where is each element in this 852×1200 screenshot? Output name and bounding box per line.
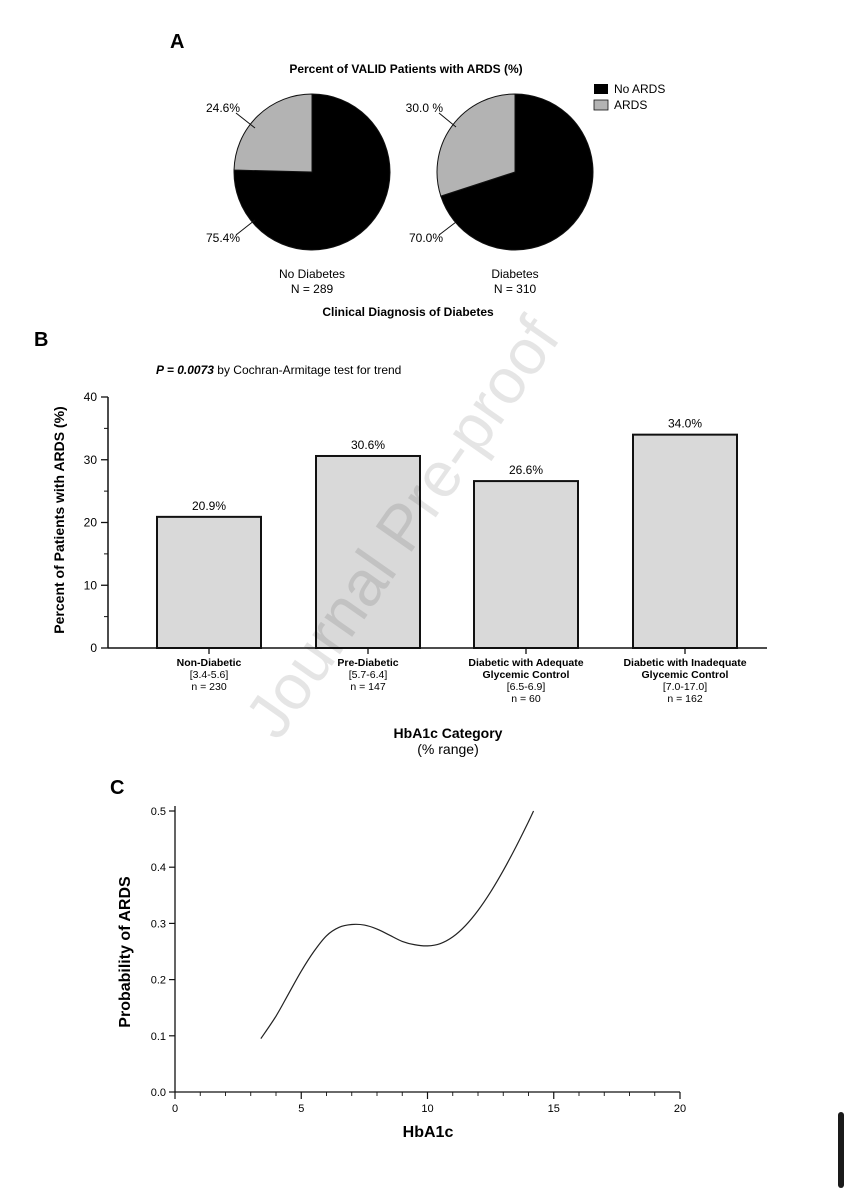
bar-1 (315, 454, 421, 649)
bar-x-axis-label: HbA1c Category (394, 725, 503, 741)
trend-test-text: by Cochran-Armitage test for trend (214, 363, 401, 377)
pie-0-slice-ards (233, 93, 313, 173)
pie-diabetes (436, 93, 594, 251)
legend-label-no-ards: No ARDS (614, 82, 665, 96)
line-y-tick-label: 0.5 (151, 806, 166, 818)
line-y-axis-label: Probability of ARDS (117, 876, 134, 1028)
pie-1-slice-ards (436, 93, 516, 197)
pie-legend: No ARDS ARDS (593, 82, 665, 112)
line-y-tick-label: 0.1 (151, 1031, 166, 1043)
line-x-tick-label: 5 (298, 1103, 304, 1115)
line-x-ticks: 0 5 10 15 20 (172, 1092, 686, 1115)
pie-no-diabetes (233, 93, 391, 251)
bar-category-detail: [3.4-5.6] (190, 669, 229, 681)
bar-0 (156, 515, 262, 649)
panel-b: B P = 0.0073 by Cochran-Armitage test fo… (34, 329, 767, 757)
line-x-axis-label: HbA1c (403, 1124, 454, 1141)
panel-c: C Probability of ARDS 0.0 0.1 0.2 0.3 0.4 0.5… (110, 777, 686, 1141)
pie-axis-label: Clinical Diagnosis of Diabetes (322, 305, 494, 319)
line-y-tick-label: 0.4 (151, 862, 166, 874)
bar-2 (473, 480, 579, 649)
pie-1-ards-leader (438, 112, 457, 128)
bar-value-label: 20.9% (192, 499, 226, 513)
bar-category-detail: n = 162 (667, 693, 702, 705)
bar-value-label: 30.6% (351, 438, 385, 452)
line-y-tick-label: 0.0 (151, 1087, 166, 1099)
pie-0-no-ards-leader (235, 219, 256, 236)
panel-b-letter: B (34, 329, 48, 351)
trend-test-annotation: P = 0.0073 by Cochran-Armitage test for … (156, 363, 401, 377)
bar-y-tick-label: 40 (84, 390, 98, 404)
bar-category-detail: n = 60 (511, 693, 541, 705)
pie-0-ards-leader (235, 112, 256, 129)
bar-category-detail: [7.0-17.0] (663, 681, 707, 693)
pie-1-slice-no-ards (440, 93, 594, 251)
panel-a: A Percent of VALID Patients with ARDS (%… (170, 31, 665, 319)
bar-category-name: Diabetic with Inadequate (623, 657, 746, 669)
legend-swatch-ards (593, 99, 609, 111)
probability-curve (260, 810, 535, 1039)
line-x-tick-label: 20 (674, 1103, 686, 1115)
pie-1-ards-label: 30.0 % (406, 101, 444, 115)
bar-category-name: Diabetic with Adequate (468, 657, 583, 669)
pie-0-category: No Diabetes (279, 267, 345, 281)
bar-category-name: Glycemic Control (642, 669, 729, 681)
bar-y-tick-label: 0 (90, 641, 97, 655)
legend-swatch-no-ards (594, 84, 608, 94)
pie-0-no-ards-label: 75.4% (206, 231, 240, 245)
p-value: P = 0.0073 (156, 363, 214, 377)
bar-value-label: 34.0% (668, 417, 702, 431)
line-x-tick-label: 10 (421, 1103, 433, 1115)
pie-1-n: N = 310 (494, 282, 537, 296)
line-x-tick-label: 15 (548, 1103, 560, 1115)
panel-c-letter: C (110, 777, 124, 799)
bar-category-name: Non-Diabetic (177, 657, 242, 669)
pie-0-ards-label: 24.6% (206, 101, 240, 115)
bar-3 (632, 433, 738, 649)
line-y-tick-label: 0.3 (151, 918, 166, 930)
bar-category-labels: Non-Diabetic[3.4-5.6]n = 230 Pre-Diabetic… (177, 648, 747, 705)
pie-1-category: Diabetes (491, 267, 538, 281)
bar-category-detail: [5.7-6.4] (349, 669, 388, 681)
line-y-ticks: 0.0 0.1 0.2 0.3 0.4 0.5 (151, 806, 175, 1099)
bar-category-detail: n = 230 (191, 681, 226, 693)
panel-a-letter: A (170, 31, 184, 53)
bar-y-ticks: 0 10 20 30 40 (84, 390, 108, 655)
scrollbar-thumb[interactable] (838, 1112, 844, 1188)
legend-label-ards: ARDS (614, 98, 647, 112)
bar-y-tick-label: 10 (84, 578, 98, 592)
bar-y-tick-label: 20 (84, 516, 98, 530)
pie-0-n: N = 289 (291, 282, 334, 296)
pie-1-no-ards-leader (438, 221, 457, 236)
pie-1-no-ards-label: 70.0% (409, 231, 443, 245)
bar-category-detail: n = 147 (350, 681, 385, 693)
bar-y-tick-label: 30 (84, 453, 98, 467)
bar-y-axis-label: Percent of Patients with ARDS (%) (51, 406, 67, 633)
bar-x-axis-sublabel: (% range) (417, 741, 478, 757)
bar-value-label: 26.6% (509, 463, 543, 477)
line-x-tick-label: 0 (172, 1103, 178, 1115)
line-y-tick-label: 0.2 (151, 975, 166, 987)
pie-chart-title: Percent of VALID Patients with ARDS (%) (289, 62, 522, 76)
bar-category-name: Pre-Diabetic (337, 657, 398, 669)
bars: 20.9% 30.6% 26.6% 34.0% (156, 417, 738, 649)
bar-category-detail: [6.5-6.9] (507, 681, 546, 693)
bar-category-name: Glycemic Control (483, 669, 570, 681)
